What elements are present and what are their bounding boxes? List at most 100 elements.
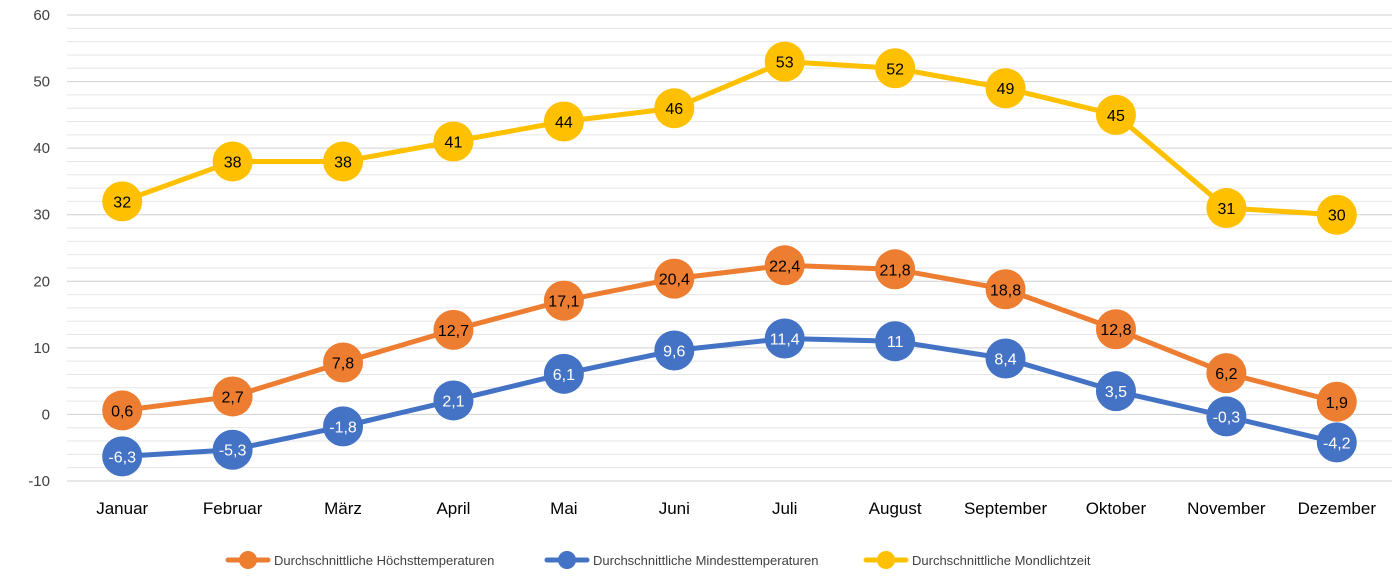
x-category-label: Juni <box>659 499 690 518</box>
data-point-marker <box>102 181 143 222</box>
data-label: -4,2 <box>1323 435 1351 452</box>
data-point-marker <box>764 318 805 359</box>
series-lines <box>119 59 1340 459</box>
series-markers: 0,6 2,7 7,8 12,7 17,1 20,4 22,4 21,8 18,8 12,8 6,2… <box>102 41 1357 477</box>
data-label: 38 <box>334 154 352 171</box>
data-label: 7,8 <box>332 356 354 373</box>
data-label: -0,3 <box>1213 409 1241 426</box>
data-point-marker <box>985 68 1026 109</box>
data-label: 3,5 <box>1105 384 1127 401</box>
data-label: 46 <box>665 101 683 118</box>
data-point-marker <box>323 342 364 383</box>
data-label: 12,7 <box>438 323 469 340</box>
y-tick-label: 10 <box>33 340 50 357</box>
data-point-marker <box>1316 422 1357 463</box>
y-tick-label: 60 <box>33 7 50 24</box>
data-label: 0,6 <box>111 403 133 420</box>
data-label: 31 <box>1217 201 1235 218</box>
legend-label: Durchschnittliche Höchsttemperaturen <box>274 553 494 568</box>
x-category-label: Juli <box>772 499 798 518</box>
legend-label: Durchschnittliche Mondlichtzeit <box>912 553 1091 568</box>
legend-label: Durchschnittliche Mindesttemperaturen <box>593 553 818 568</box>
series-line-3 <box>119 59 1340 218</box>
data-label: 8,4 <box>994 352 1016 369</box>
data-label: 21,8 <box>880 262 911 279</box>
series-line-2 <box>119 336 1340 459</box>
data-label: 6,1 <box>553 367 575 384</box>
data-label: 22,4 <box>769 258 800 275</box>
data-label: 2,7 <box>222 389 244 406</box>
data-label: 18,8 <box>990 282 1021 299</box>
x-category-label: April <box>436 499 470 518</box>
data-point-marker <box>1316 381 1357 422</box>
data-point-marker <box>323 406 364 447</box>
data-point-marker <box>1206 188 1247 229</box>
data-point-marker <box>323 141 364 182</box>
data-label: 30 <box>1328 208 1346 225</box>
data-label: -1,8 <box>329 419 357 436</box>
legend-marker <box>877 551 895 569</box>
data-label: -5,3 <box>219 443 247 460</box>
data-label: 53 <box>776 55 794 72</box>
data-point-marker <box>654 330 695 371</box>
data-label: 6,2 <box>1215 366 1237 383</box>
x-category-label: Mai <box>550 499 577 518</box>
data-point-marker <box>1095 94 1136 135</box>
data-point-marker <box>985 338 1026 379</box>
data-label: 9,6 <box>663 344 685 361</box>
data-label: 11 <box>887 334 904 351</box>
data-point-marker <box>1206 353 1247 394</box>
data-label: -6,3 <box>108 449 136 466</box>
data-point-marker <box>102 436 143 477</box>
data-point-marker <box>543 353 584 394</box>
data-label: 38 <box>224 154 242 171</box>
x-category-label: Oktober <box>1086 499 1147 518</box>
data-label: 12,8 <box>1100 322 1131 339</box>
legend-marker <box>558 551 576 569</box>
data-point-marker <box>102 390 143 431</box>
data-point-marker <box>433 380 474 421</box>
y-tick-label: 30 <box>33 207 50 224</box>
data-point-marker <box>543 280 584 321</box>
data-label: 49 <box>997 81 1015 98</box>
data-label: 41 <box>445 134 463 151</box>
data-label: 2,1 <box>442 393 464 410</box>
x-category-label: März <box>324 499 362 518</box>
data-point-marker <box>1095 371 1136 412</box>
data-point-marker <box>433 309 474 350</box>
data-point-marker <box>212 141 253 182</box>
y-tick-label: 50 <box>33 74 50 91</box>
data-point-marker <box>875 249 916 290</box>
y-tick-label: -10 <box>28 473 50 490</box>
legend-marker <box>239 551 257 569</box>
series-line-1 <box>119 262 1340 413</box>
data-point-marker <box>875 321 916 362</box>
data-label: 20,4 <box>659 272 690 289</box>
data-label: 52 <box>886 61 904 78</box>
data-label: 32 <box>113 194 131 211</box>
x-category-label: Februar <box>203 499 263 518</box>
x-category-label: November <box>1187 499 1266 518</box>
legend: Durchschnittliche Höchsttemperaturen Durc… <box>225 551 1091 569</box>
x-axis-categories: Januar Februar März April Mai Juni Juli August S… <box>96 499 1376 518</box>
data-point-marker <box>654 88 695 129</box>
data-point-marker <box>1316 194 1357 235</box>
y-tick-label: 40 <box>33 140 50 157</box>
data-point-marker <box>433 121 474 162</box>
data-label: 17,1 <box>548 294 579 311</box>
y-tick-label: 20 <box>33 273 50 290</box>
data-point-marker <box>875 48 916 89</box>
data-label: 11,4 <box>770 332 800 349</box>
data-point-marker <box>985 269 1026 310</box>
gridlines <box>67 14 1392 482</box>
data-label: 1,9 <box>1326 395 1348 412</box>
x-category-label: Dezember <box>1298 499 1377 518</box>
data-point-marker <box>212 429 253 470</box>
data-label: 45 <box>1107 108 1125 125</box>
x-category-label: August <box>869 499 922 518</box>
data-point-marker <box>212 376 253 417</box>
data-point-marker <box>764 245 805 286</box>
data-point-marker <box>654 258 695 299</box>
data-point-marker <box>1095 309 1136 350</box>
